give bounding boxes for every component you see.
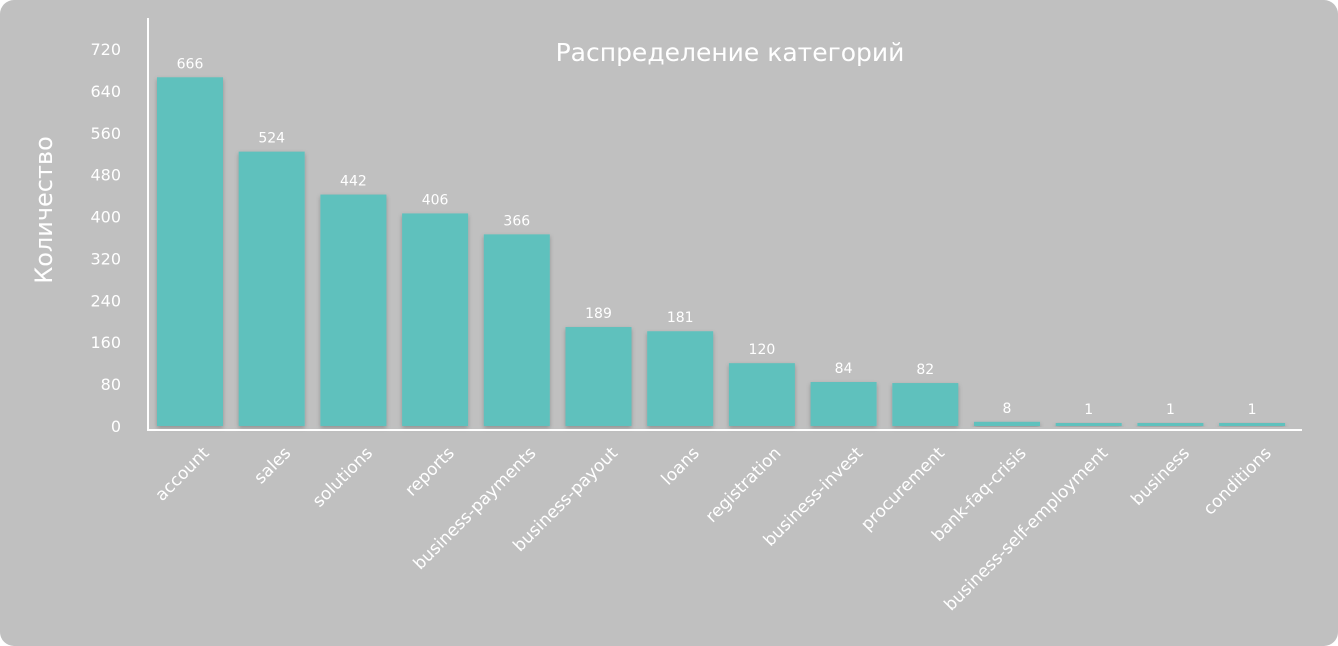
bar-business-payout bbox=[565, 327, 632, 426]
y-axis-label: Количество bbox=[30, 136, 58, 284]
data-label-business: 1 bbox=[1166, 402, 1175, 418]
y-tick-label: 0 bbox=[111, 417, 121, 436]
y-tick-label: 720 bbox=[90, 40, 121, 59]
bar-sales bbox=[238, 151, 305, 426]
bar-business-payments bbox=[483, 234, 550, 426]
x-tick-label: solutions bbox=[309, 443, 377, 511]
bar-business bbox=[1137, 423, 1204, 426]
y-tick-label: 640 bbox=[90, 82, 121, 101]
x-tick-label: account bbox=[151, 443, 213, 505]
x-tick-label: registration bbox=[702, 443, 786, 527]
y-tick-label: 480 bbox=[90, 166, 121, 185]
bar-reports bbox=[402, 213, 469, 426]
bars bbox=[157, 77, 1286, 427]
data-label-loans: 181 bbox=[667, 310, 694, 326]
data-label-account: 666 bbox=[177, 56, 204, 72]
y-tick-label: 160 bbox=[90, 333, 121, 352]
bar-account bbox=[157, 77, 223, 427]
x-tick-label: business-self-employment bbox=[940, 443, 1112, 615]
chart-title: Распределение категорий bbox=[556, 38, 905, 67]
data-label-business-payout: 189 bbox=[585, 306, 612, 322]
y-tick-label: 560 bbox=[90, 124, 121, 143]
y-tick-label: 80 bbox=[101, 375, 121, 394]
data-label-bank-faq-crisis: 8 bbox=[1003, 401, 1012, 417]
y-axis-ticks: 0 80 160 240 320 400 480 560 640 720 bbox=[90, 40, 121, 436]
data-label-registration: 120 bbox=[749, 342, 776, 358]
y-tick-label: 320 bbox=[90, 249, 121, 268]
data-label-business-invest: 84 bbox=[835, 361, 853, 377]
bar-loans bbox=[647, 331, 714, 426]
bar-business-self-employment bbox=[1055, 423, 1122, 426]
data-label-business-self-employment: 1 bbox=[1084, 402, 1093, 418]
x-tick-label: reports bbox=[402, 443, 459, 500]
x-tick-label: sales bbox=[250, 443, 295, 488]
x-tick-label: conditions bbox=[1200, 443, 1276, 519]
x-axis-labels: account sales solutions reportsbusiness-pay… bbox=[151, 443, 1275, 615]
x-tick-label: loans bbox=[658, 443, 704, 489]
bar-bank-faq-crisis bbox=[974, 421, 1040, 426]
bar-business-invest bbox=[810, 382, 877, 426]
y-tick-label: 400 bbox=[90, 208, 121, 227]
y-tick-label: 240 bbox=[90, 291, 121, 310]
data-labels: 666 524 442 406 366 189 181 120 84 82 8 1 1 1 bbox=[177, 56, 1257, 418]
bar-solutions bbox=[320, 194, 387, 426]
data-label-conditions: 1 bbox=[1248, 402, 1257, 418]
x-tick-label: procurement bbox=[857, 443, 949, 535]
bar-procurement bbox=[892, 383, 959, 426]
bar-registration bbox=[728, 363, 795, 426]
x-tick-label: business bbox=[1127, 443, 1194, 510]
data-label-business-payments: 366 bbox=[503, 213, 530, 229]
bar-conditions bbox=[1219, 423, 1286, 426]
data-label-reports: 406 bbox=[422, 192, 449, 208]
data-label-solutions: 442 bbox=[340, 174, 367, 190]
data-label-sales: 524 bbox=[258, 131, 285, 147]
data-label-procurement: 82 bbox=[916, 362, 934, 378]
